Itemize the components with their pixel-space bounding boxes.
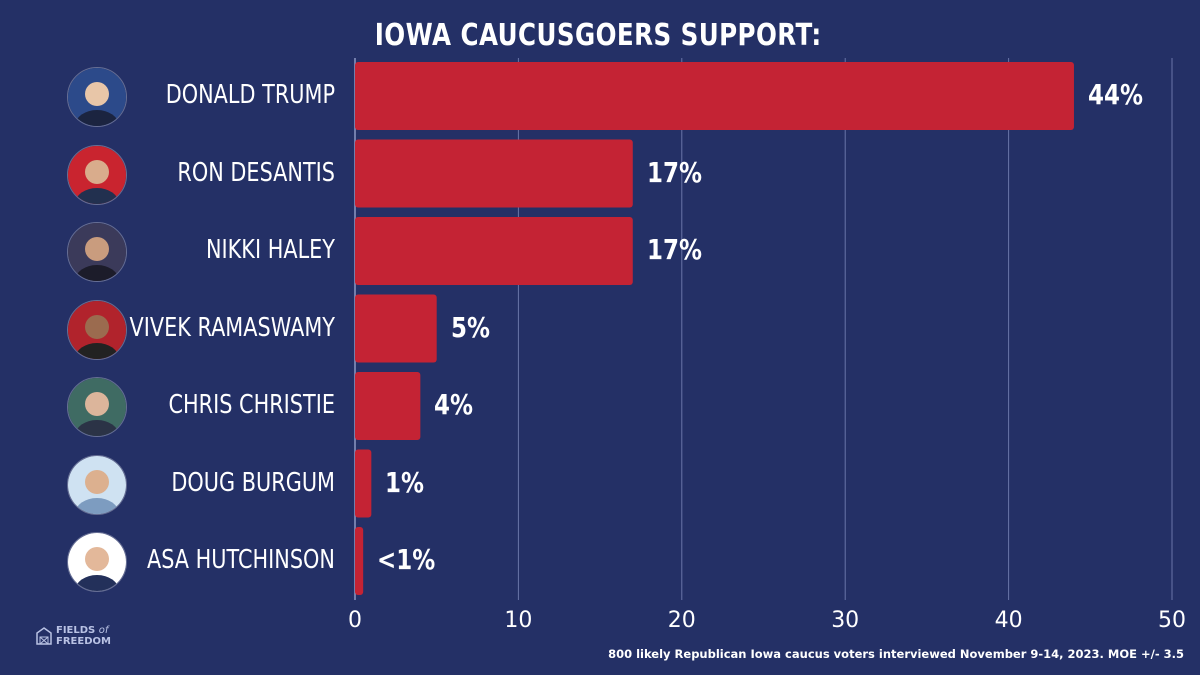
- category-label: RON DESANTIS: [177, 157, 335, 188]
- value-label: 1%: [385, 465, 425, 499]
- portrait-icon: [68, 68, 126, 126]
- logo-line1: FIELDS: [56, 625, 96, 636]
- bar: [355, 217, 633, 285]
- portrait-icon: [68, 533, 126, 591]
- bar: [355, 527, 364, 595]
- x-tick-label: 50: [1158, 608, 1186, 633]
- value-label: 5%: [450, 310, 490, 344]
- bar: [355, 294, 437, 363]
- value-label: 4%: [434, 388, 474, 421]
- value-label: 44%: [1087, 78, 1143, 111]
- chart-title: IOWA CAUCUSGOERS SUPPORT:: [374, 18, 822, 53]
- category-label: DOUG BURGUM: [171, 467, 335, 498]
- category-label: VIVEK RAMASWAMY: [129, 312, 335, 343]
- candidate-avatar: [67, 144, 127, 205]
- candidate-avatar: [67, 377, 127, 437]
- candidate-avatar: [67, 299, 127, 360]
- value-label: <1%: [377, 543, 436, 576]
- x-tick-label: 0: [348, 608, 362, 633]
- portrait-icon: [68, 455, 126, 514]
- fields-of-freedom-logo: FIELDS of FREEDOM: [36, 625, 111, 647]
- candidate-avatar: [67, 532, 127, 592]
- value-label: 17%: [646, 233, 702, 266]
- candidate-avatar: [67, 454, 127, 515]
- bar: [355, 139, 633, 208]
- bar: [355, 372, 421, 440]
- logo-line2: FREEDOM: [56, 636, 111, 647]
- portrait-icon: [68, 300, 126, 359]
- value-label: 17%: [646, 155, 702, 189]
- portrait-icon: [68, 223, 126, 281]
- bar: [355, 449, 372, 518]
- candidate-avatar: [67, 222, 127, 282]
- logo-of: of: [98, 625, 109, 636]
- x-tick-label: 40: [994, 608, 1023, 633]
- category-label: CHRIS CHRISTIE: [168, 390, 335, 420]
- barn-icon: [36, 627, 52, 645]
- candidate-avatar: [67, 67, 127, 127]
- portrait-icon: [68, 145, 126, 204]
- bar: [355, 62, 1074, 130]
- category-label: DONALD TRUMP: [165, 80, 335, 110]
- category-label: ASA HUTCHINSON: [146, 545, 335, 575]
- x-tick-label: 10: [504, 608, 533, 633]
- portrait-icon: [68, 378, 126, 436]
- category-label: NIKKI HALEY: [205, 235, 335, 265]
- x-tick-label: 30: [831, 608, 860, 633]
- footnote: 800 likely Republican Iowa caucus voters…: [608, 647, 1184, 661]
- x-tick-label: 20: [667, 608, 696, 633]
